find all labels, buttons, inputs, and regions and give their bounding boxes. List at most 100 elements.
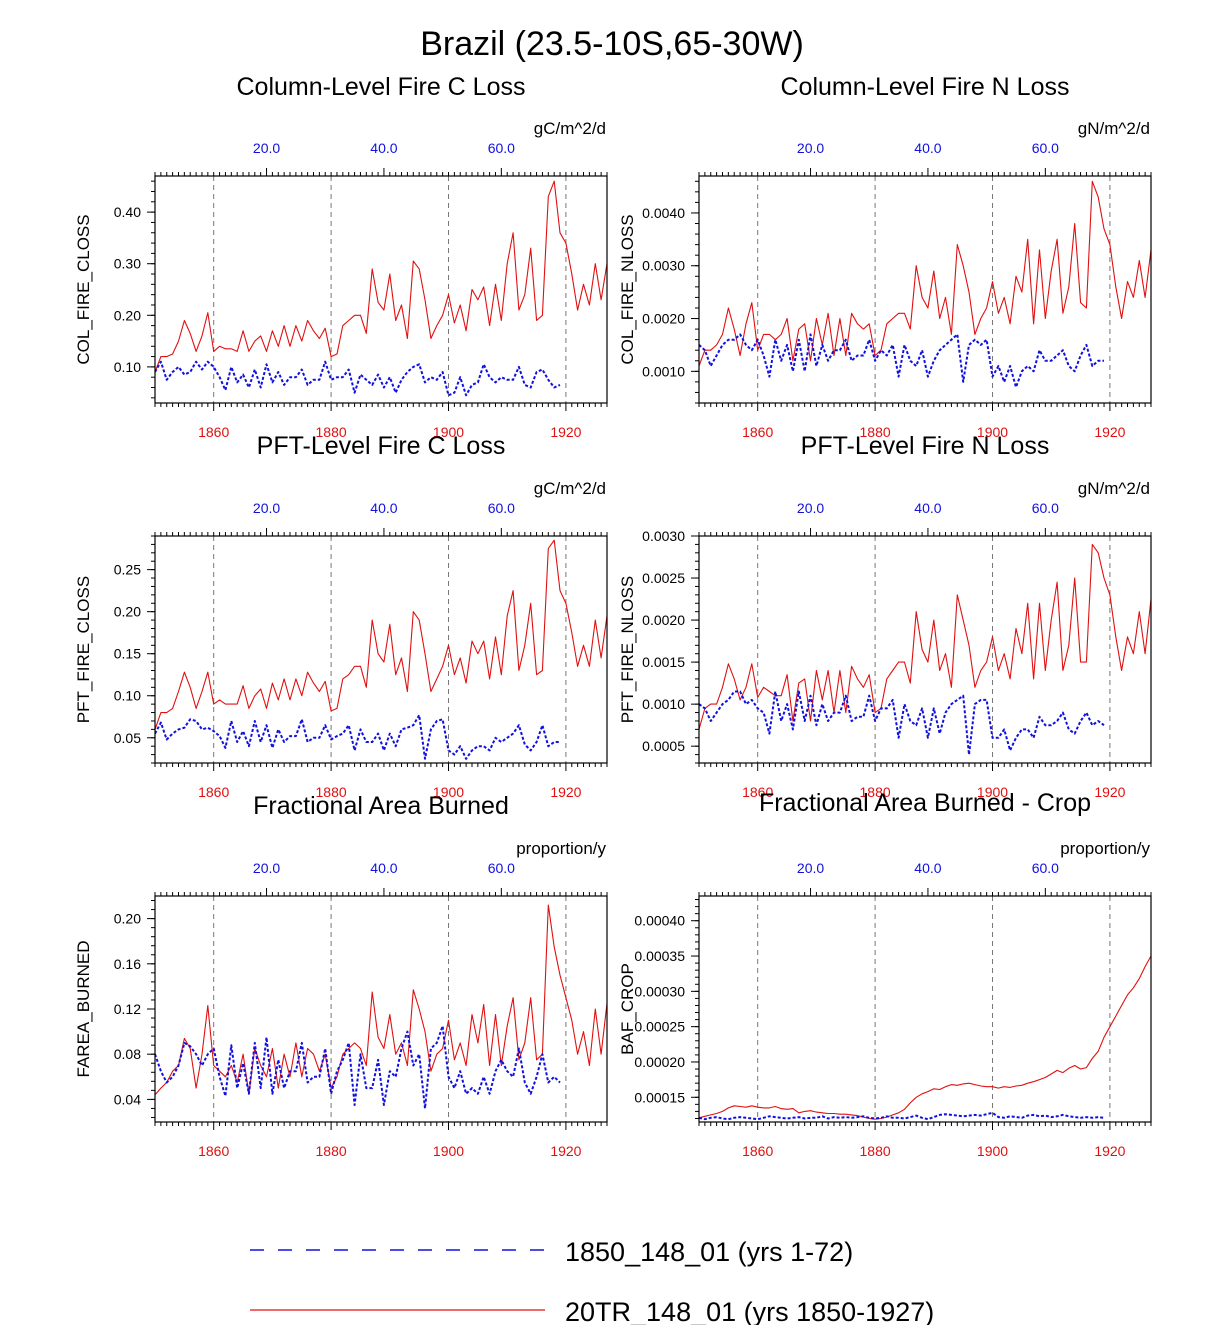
y-tick-label: 0.08	[114, 1046, 141, 1062]
plot-frame	[154, 535, 608, 764]
x-tick-label: 1880	[860, 784, 891, 800]
x-tick-label: 1920	[550, 784, 581, 800]
series-group	[155, 904, 607, 1110]
panel-title: Fractional Area Burned - Crop	[759, 789, 1091, 817]
units-label: gC/m^2/d	[534, 479, 606, 498]
x-tick-label: 1920	[550, 424, 581, 440]
top-tick-label: 40.0	[370, 140, 397, 156]
series-group	[699, 543, 1151, 756]
y-tick-label: 0.0005	[642, 738, 685, 754]
legend-label-20tr-148-01: 20TR_148_01 (yrs 1850-1927)	[565, 1297, 934, 1325]
top-tick-label: 60.0	[488, 860, 515, 876]
y-axis-label: COL_FIRE_CLOSS	[74, 214, 93, 364]
x-tick-label: 1860	[198, 424, 229, 440]
panel-title: Column-Level Fire N Loss	[781, 73, 1070, 101]
top-tick-label: 60.0	[1032, 860, 1059, 876]
series-line-20tr-148-01	[155, 904, 607, 1096]
y-tick-label: 0.10	[114, 688, 141, 704]
x-tick-label: 1860	[742, 424, 773, 440]
x-tick-label: 1860	[742, 1143, 773, 1159]
y-axis-label: PFT_FIRE_CLOSS	[74, 576, 93, 723]
y-tick-label: 0.05	[114, 730, 141, 746]
top-tick-label: 20.0	[797, 860, 824, 876]
x-tick-label: 1920	[1094, 1143, 1125, 1159]
y-tick-label: 0.0010	[642, 363, 685, 379]
panel-1: Column-Level Fire C Loss gC/m^2/d 1860 1880…	[74, 73, 608, 440]
main-title: Brazil (23.5-10S,65-30W)	[420, 25, 804, 63]
x-tick-label: 1880	[316, 1143, 347, 1159]
series-group	[155, 539, 607, 760]
x-tick-label: 1900	[433, 784, 464, 800]
y-tick-label: 0.16	[114, 956, 141, 972]
panel-3: PFT-Level Fire C Loss gC/m^2/d 1860 1880 190…	[74, 432, 608, 800]
top-tick-label: 20.0	[797, 500, 824, 516]
series-line-20tr-148-01	[155, 539, 607, 730]
series-line-20tr-148-01	[699, 955, 1151, 1120]
x-tick-label: 1920	[1094, 424, 1125, 440]
plot-frame	[154, 175, 608, 404]
y-tick-label: 0.20	[114, 307, 141, 323]
x-tick-label: 1900	[433, 424, 464, 440]
x-tick-label: 1860	[198, 1143, 229, 1159]
x-tick-label: 1900	[977, 424, 1008, 440]
x-tick-label: 1900	[977, 784, 1008, 800]
x-tick-label: 1920	[550, 1143, 581, 1159]
top-tick-label: 20.0	[253, 500, 280, 516]
top-tick-label: 60.0	[488, 140, 515, 156]
series-line-1850-148-01	[699, 1111, 1105, 1121]
x-tick-label: 1900	[433, 1143, 464, 1159]
series-line-1850-148-01	[699, 333, 1104, 389]
y-axis-label: FAREA_BURNED	[74, 941, 93, 1078]
panel-title: Column-Level Fire C Loss	[237, 73, 526, 101]
y-tick-label: 0.00030	[634, 983, 685, 999]
plot-frame	[154, 895, 608, 1123]
panel-4: PFT-Level Fire N Loss gN/m^2/d 1860 1880 190…	[618, 432, 1152, 800]
y-tick-label: 0.0020	[642, 311, 685, 327]
y-axis-label: COL_FIRE_NLOSS	[618, 214, 637, 364]
y-tick-label: 0.00040	[634, 913, 685, 929]
y-tick-label: 0.00015	[634, 1089, 685, 1105]
units-label: gN/m^2/d	[1078, 119, 1150, 138]
plot-frame	[698, 175, 1152, 404]
y-tick-label: 0.00035	[634, 948, 685, 964]
x-tick-label: 1880	[860, 1143, 891, 1159]
y-tick-label: 0.0030	[642, 258, 685, 274]
y-tick-label: 0.00025	[634, 1019, 685, 1035]
series-line-1850-148-01	[155, 1025, 561, 1110]
top-tick-label: 40.0	[914, 500, 941, 516]
y-tick-label: 0.20	[114, 911, 141, 927]
x-tick-label: 1880	[860, 424, 891, 440]
series-group	[155, 180, 607, 397]
series-line-20tr-148-01	[699, 543, 1151, 730]
top-tick-label: 40.0	[370, 860, 397, 876]
top-tick-label: 60.0	[1032, 500, 1059, 516]
x-tick-label: 1920	[1094, 784, 1125, 800]
y-axis-label: PFT_FIRE_NLOSS	[618, 576, 637, 723]
y-tick-label: 0.0010	[642, 696, 685, 712]
legend-label-1850-148-01: 1850_148_01 (yrs 1-72)	[565, 1237, 853, 1267]
top-tick-label: 40.0	[914, 140, 941, 156]
x-tick-label: 1860	[742, 784, 773, 800]
series-group	[699, 180, 1151, 389]
y-tick-label: 0.10	[114, 359, 141, 375]
y-tick-label: 0.20	[114, 604, 141, 620]
top-tick-label: 20.0	[253, 140, 280, 156]
series-line-1850-148-01	[155, 714, 560, 760]
series-line-20tr-148-01	[699, 180, 1151, 367]
y-tick-label: 0.00020	[634, 1054, 685, 1070]
y-tick-label: 0.12	[114, 1001, 141, 1017]
panel-title: Fractional Area Burned	[253, 792, 509, 820]
top-tick-label: 60.0	[488, 500, 515, 516]
y-tick-label: 0.30	[114, 256, 141, 272]
x-tick-label: 1880	[316, 784, 347, 800]
top-tick-label: 40.0	[914, 860, 941, 876]
panel-5: Fractional Area Burned proportion/y 1860 18…	[74, 792, 608, 1159]
legend: 1850_148_01 (yrs 1-72) 20TR_148_01 (yrs …	[250, 1237, 934, 1325]
panels: Column-Level Fire C Loss gC/m^2/d 1860 1880…	[74, 73, 1152, 1159]
top-tick-label: 40.0	[370, 500, 397, 516]
panel-6: Fractional Area Burned - Crop proportion/…	[618, 789, 1152, 1159]
top-tick-label: 60.0	[1032, 140, 1059, 156]
x-tick-label: 1880	[316, 424, 347, 440]
top-tick-label: 20.0	[797, 140, 824, 156]
